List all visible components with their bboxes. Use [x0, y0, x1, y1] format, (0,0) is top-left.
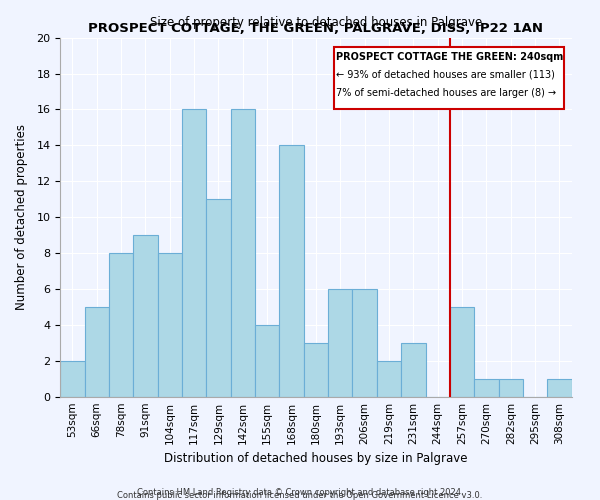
Bar: [109, 253, 133, 396]
Bar: [206, 199, 230, 396]
Bar: [255, 325, 280, 396]
Text: ← 93% of detached houses are smaller (113): ← 93% of detached houses are smaller (11…: [337, 70, 555, 80]
Bar: [133, 235, 158, 396]
Text: Contains HM Land Registry data © Crown copyright and database right 2024.: Contains HM Land Registry data © Crown c…: [137, 488, 463, 497]
Bar: [377, 361, 401, 396]
Text: Contains public sector information licensed under the Open Government Licence v3: Contains public sector information licen…: [118, 490, 482, 500]
Bar: [352, 289, 377, 397]
Bar: [85, 307, 109, 396]
Bar: [547, 378, 572, 396]
Title: PROSPECT COTTAGE, THE GREEN, PALGRAVE, DISS, IP22 1AN: PROSPECT COTTAGE, THE GREEN, PALGRAVE, D…: [88, 22, 544, 35]
Text: 7% of semi-detached houses are larger (8) →: 7% of semi-detached houses are larger (8…: [337, 88, 556, 98]
Bar: [158, 253, 182, 396]
Bar: [450, 307, 474, 396]
Bar: [60, 361, 85, 396]
Text: Size of property relative to detached houses in Palgrave: Size of property relative to detached ho…: [150, 16, 482, 28]
Bar: [401, 343, 425, 396]
Bar: [280, 146, 304, 396]
Bar: [182, 110, 206, 397]
Bar: [328, 289, 352, 397]
Bar: [230, 110, 255, 397]
X-axis label: Distribution of detached houses by size in Palgrave: Distribution of detached houses by size …: [164, 452, 467, 465]
Y-axis label: Number of detached properties: Number of detached properties: [15, 124, 28, 310]
FancyBboxPatch shape: [334, 46, 564, 110]
Bar: [474, 378, 499, 396]
Bar: [304, 343, 328, 396]
Bar: [499, 378, 523, 396]
Text: PROSPECT COTTAGE THE GREEN: 240sqm: PROSPECT COTTAGE THE GREEN: 240sqm: [337, 52, 563, 62]
